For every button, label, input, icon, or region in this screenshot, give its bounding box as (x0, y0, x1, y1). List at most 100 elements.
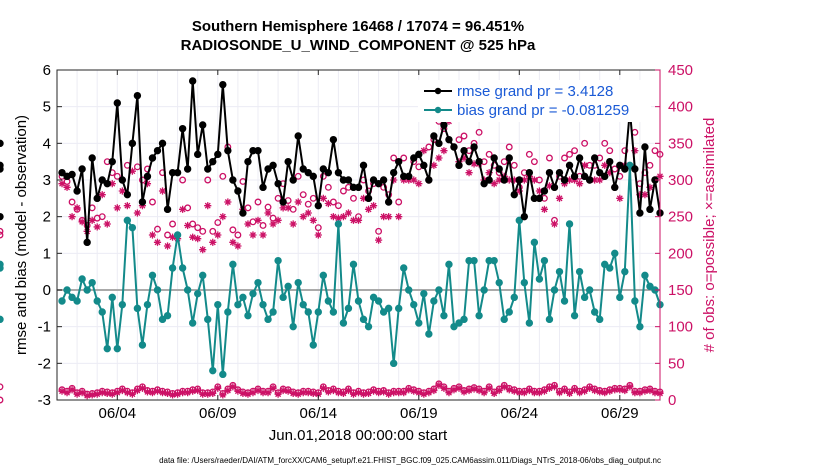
obs_assimilated-point (555, 194, 564, 202)
rmse-point (229, 176, 237, 184)
rmse-point (560, 176, 569, 184)
bias-point (224, 308, 232, 316)
bias-point (601, 260, 609, 269)
obs_assimilated_low-point (284, 387, 292, 395)
obs_possible-point (546, 154, 553, 162)
series-rmse (0, 77, 664, 247)
rmse-point (359, 161, 368, 170)
obs_assimilated_low-point (641, 387, 649, 395)
bias-point (420, 289, 428, 298)
obs_assimilated_low-point (420, 390, 428, 398)
obs_assimilated_low-point (334, 389, 342, 397)
obs_possible-point (375, 227, 383, 235)
bias-point (93, 297, 101, 305)
obs_assimilated-point (485, 169, 493, 177)
bias-point (364, 322, 373, 331)
obs_assimilated-point (133, 209, 141, 217)
bias-point (63, 286, 71, 294)
bias-point (515, 216, 523, 225)
obs_assimilated-point (98, 191, 106, 199)
obs_assimilated_low-point (435, 381, 443, 389)
obs_assimilated-point (189, 233, 197, 241)
obs_assimilated_low-point (179, 389, 187, 397)
obs_assimilated-point (224, 198, 232, 206)
rmse-point (118, 176, 127, 184)
bias-point (570, 311, 579, 320)
obs_possible-point (98, 213, 106, 221)
obs_possible-point (169, 220, 177, 228)
bias-point (374, 297, 383, 305)
obs_assimilated-point (269, 220, 277, 228)
obs_possible-point (475, 128, 483, 136)
left-y-tick-label: 0 (43, 282, 51, 299)
bias-point (445, 260, 453, 269)
bias-point (319, 271, 328, 280)
bias-point (535, 275, 544, 283)
bias-point (123, 216, 132, 225)
obs_assimilated-point (359, 194, 368, 202)
obs_possible-point (561, 154, 568, 162)
obs_possible-point (229, 226, 237, 234)
rmse-point (93, 194, 101, 203)
obs_assimilated_low-point (163, 389, 172, 397)
obs_assimilated-point (641, 191, 649, 199)
bias-point (344, 304, 353, 313)
rmse-point (274, 179, 282, 188)
bias-point (78, 275, 86, 283)
bias-point (611, 249, 619, 258)
right-y-tick-label: 50 (668, 355, 685, 372)
obs_assimilated-point (148, 231, 157, 239)
bias-point (98, 308, 106, 316)
obs_assimilated-point (329, 213, 337, 221)
obs_assimilated_low-point (651, 389, 659, 397)
obs_assimilated-point (229, 238, 237, 246)
bias-point (214, 300, 222, 309)
left-y-tick-label: -3 (38, 392, 51, 409)
bias-point (183, 286, 192, 294)
obs_assimilated_low-point (430, 386, 438, 395)
obs_assimilated-point (515, 187, 523, 195)
obs_assimilated-point (415, 180, 423, 188)
rmse-point (123, 190, 132, 199)
obs_possible-point (324, 183, 332, 191)
obs_assimilated_low-point (329, 386, 337, 395)
obs_assimilated_low-point (540, 387, 549, 395)
obs_assimilated_low-point (274, 390, 282, 398)
obs_assimilated-point (470, 160, 478, 168)
obs_assimilated-point (465, 169, 473, 177)
obs_assimilated_low-point (269, 384, 277, 392)
rmse-point (575, 154, 584, 162)
right-y-tick-label: 200 (668, 245, 693, 262)
obs_assimilated-point (535, 187, 543, 195)
obs_assimilated_low-point (214, 384, 222, 392)
rmse-point (616, 161, 624, 170)
bias-point (626, 161, 634, 170)
bias-point (239, 293, 247, 302)
obs_assimilated_low-point (596, 388, 604, 396)
rmse-point (410, 154, 418, 162)
rmse-point (178, 124, 187, 133)
rmse-point (269, 161, 277, 170)
bias-point (68, 293, 76, 302)
obs_assimilated-point (88, 216, 96, 224)
obs_assimilated-point (334, 214, 342, 222)
rmse-point (279, 198, 287, 206)
bias-point (108, 293, 116, 302)
bias-point (209, 366, 217, 375)
obs_possible-point (113, 172, 121, 180)
bias-point (168, 264, 177, 272)
obs_assimilated-point (143, 180, 152, 188)
bias-point (565, 220, 574, 228)
bias-point (118, 300, 127, 309)
obs_assimilated_low-point (128, 390, 136, 398)
obs_assimilated-point (199, 246, 207, 254)
obs_assimilated-point (219, 213, 227, 221)
obs_assimilated-point (490, 180, 498, 188)
obs_assimilated_low-point (153, 387, 162, 395)
obs_assimilated-point (385, 213, 393, 221)
obs_assimilated_low-point (591, 386, 599, 395)
obs_assimilated-point (58, 180, 66, 188)
right-y-tick-label: 0 (668, 392, 676, 409)
legend-rmse-label: rmse grand pr = 3.4128 (457, 83, 613, 100)
